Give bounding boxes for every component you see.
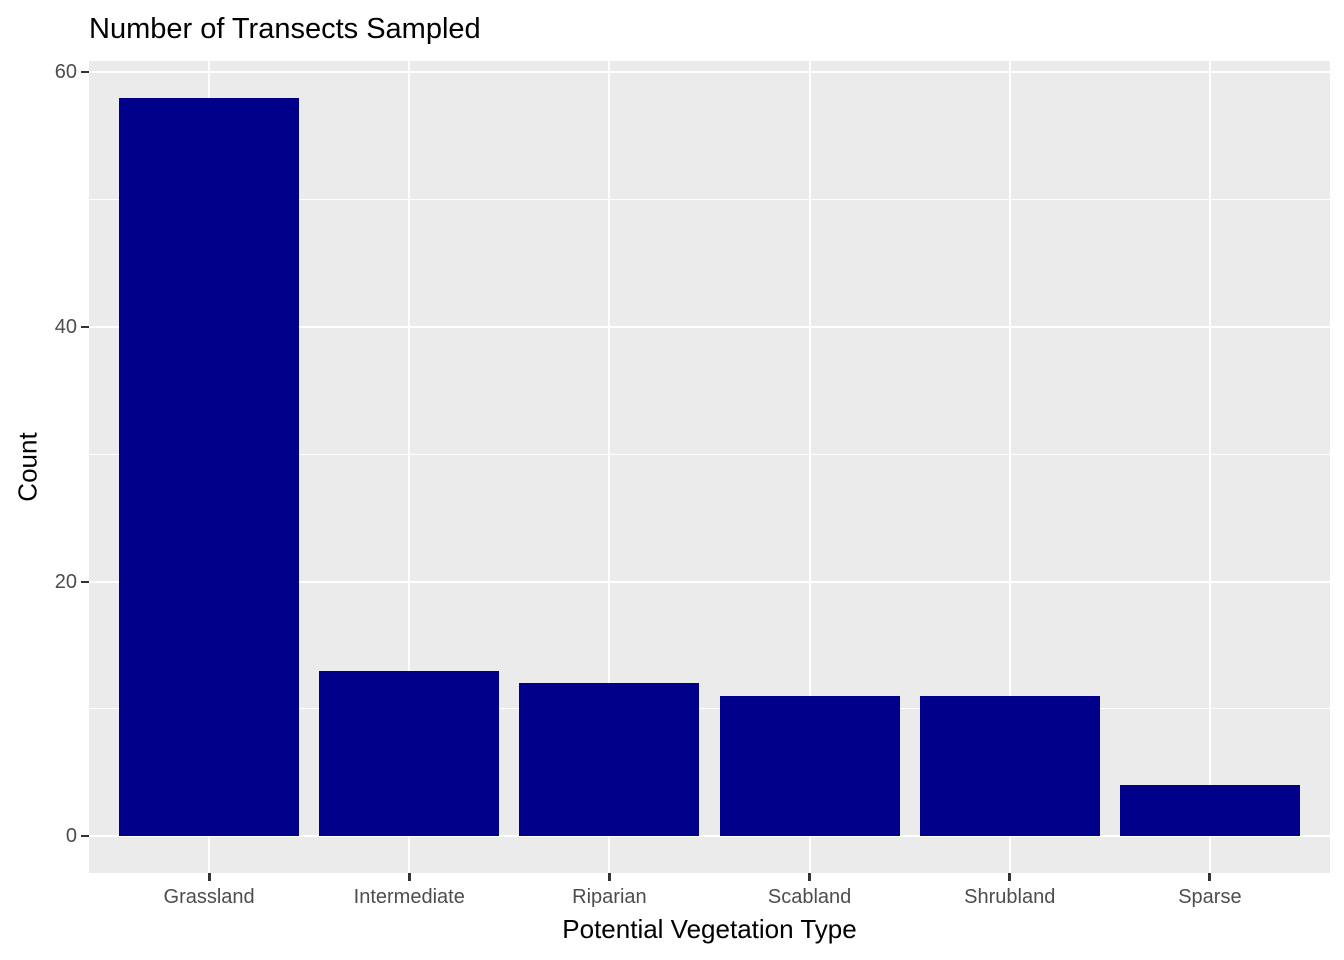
y-tick-label: 60	[54, 61, 77, 84]
x-tick-mark	[808, 873, 812, 881]
y-tick-mark	[81, 326, 89, 328]
major-gridline	[89, 326, 1330, 328]
y-tick-label: 0	[65, 825, 77, 848]
category-gridline	[1008, 61, 1011, 873]
x-tick-mark	[1208, 873, 1212, 881]
y-tick-label: 20	[54, 570, 77, 593]
category-gridline	[408, 61, 411, 873]
x-tick-label: Riparian	[572, 886, 647, 908]
major-gridline	[89, 71, 1330, 74]
category-gridline	[808, 61, 811, 873]
y-tick-mark	[81, 580, 89, 583]
x-axis-title: Potential Vegetation Type	[562, 914, 857, 944]
x-tick-mark	[607, 873, 611, 881]
x-tick-mark	[207, 873, 211, 881]
y-tick-label: 40	[54, 316, 77, 338]
minor-gridline	[89, 199, 1330, 201]
bar-scabland	[719, 696, 900, 837]
x-tick-label: Sparse	[1178, 886, 1242, 908]
major-gridline	[89, 835, 1330, 838]
x-tick-mark	[407, 873, 411, 881]
x-tick-label: Shrubland	[964, 886, 1056, 908]
plot-panel	[89, 61, 1330, 873]
bar-riparian	[519, 683, 700, 837]
bar-sparse	[1119, 785, 1300, 837]
minor-gridline	[89, 453, 1330, 455]
y-axis-title: Count	[12, 432, 43, 502]
category-gridline	[608, 61, 611, 873]
x-tick-label: Grassland	[163, 886, 255, 908]
major-gridline	[89, 580, 1330, 583]
bar-intermediate	[319, 670, 500, 837]
bar-grassland	[119, 97, 300, 837]
x-tick-label: Scabland	[767, 886, 852, 908]
chart-title: Number of Transects Sampled	[89, 13, 481, 45]
y-tick-mark	[81, 835, 89, 838]
x-tick-label: Intermediate	[353, 886, 465, 908]
x-tick-mark	[1008, 873, 1012, 881]
bar-shrubland	[919, 696, 1100, 837]
category-gridline	[1208, 61, 1211, 873]
minor-gridline	[89, 708, 1330, 710]
y-tick-mark	[81, 71, 89, 74]
